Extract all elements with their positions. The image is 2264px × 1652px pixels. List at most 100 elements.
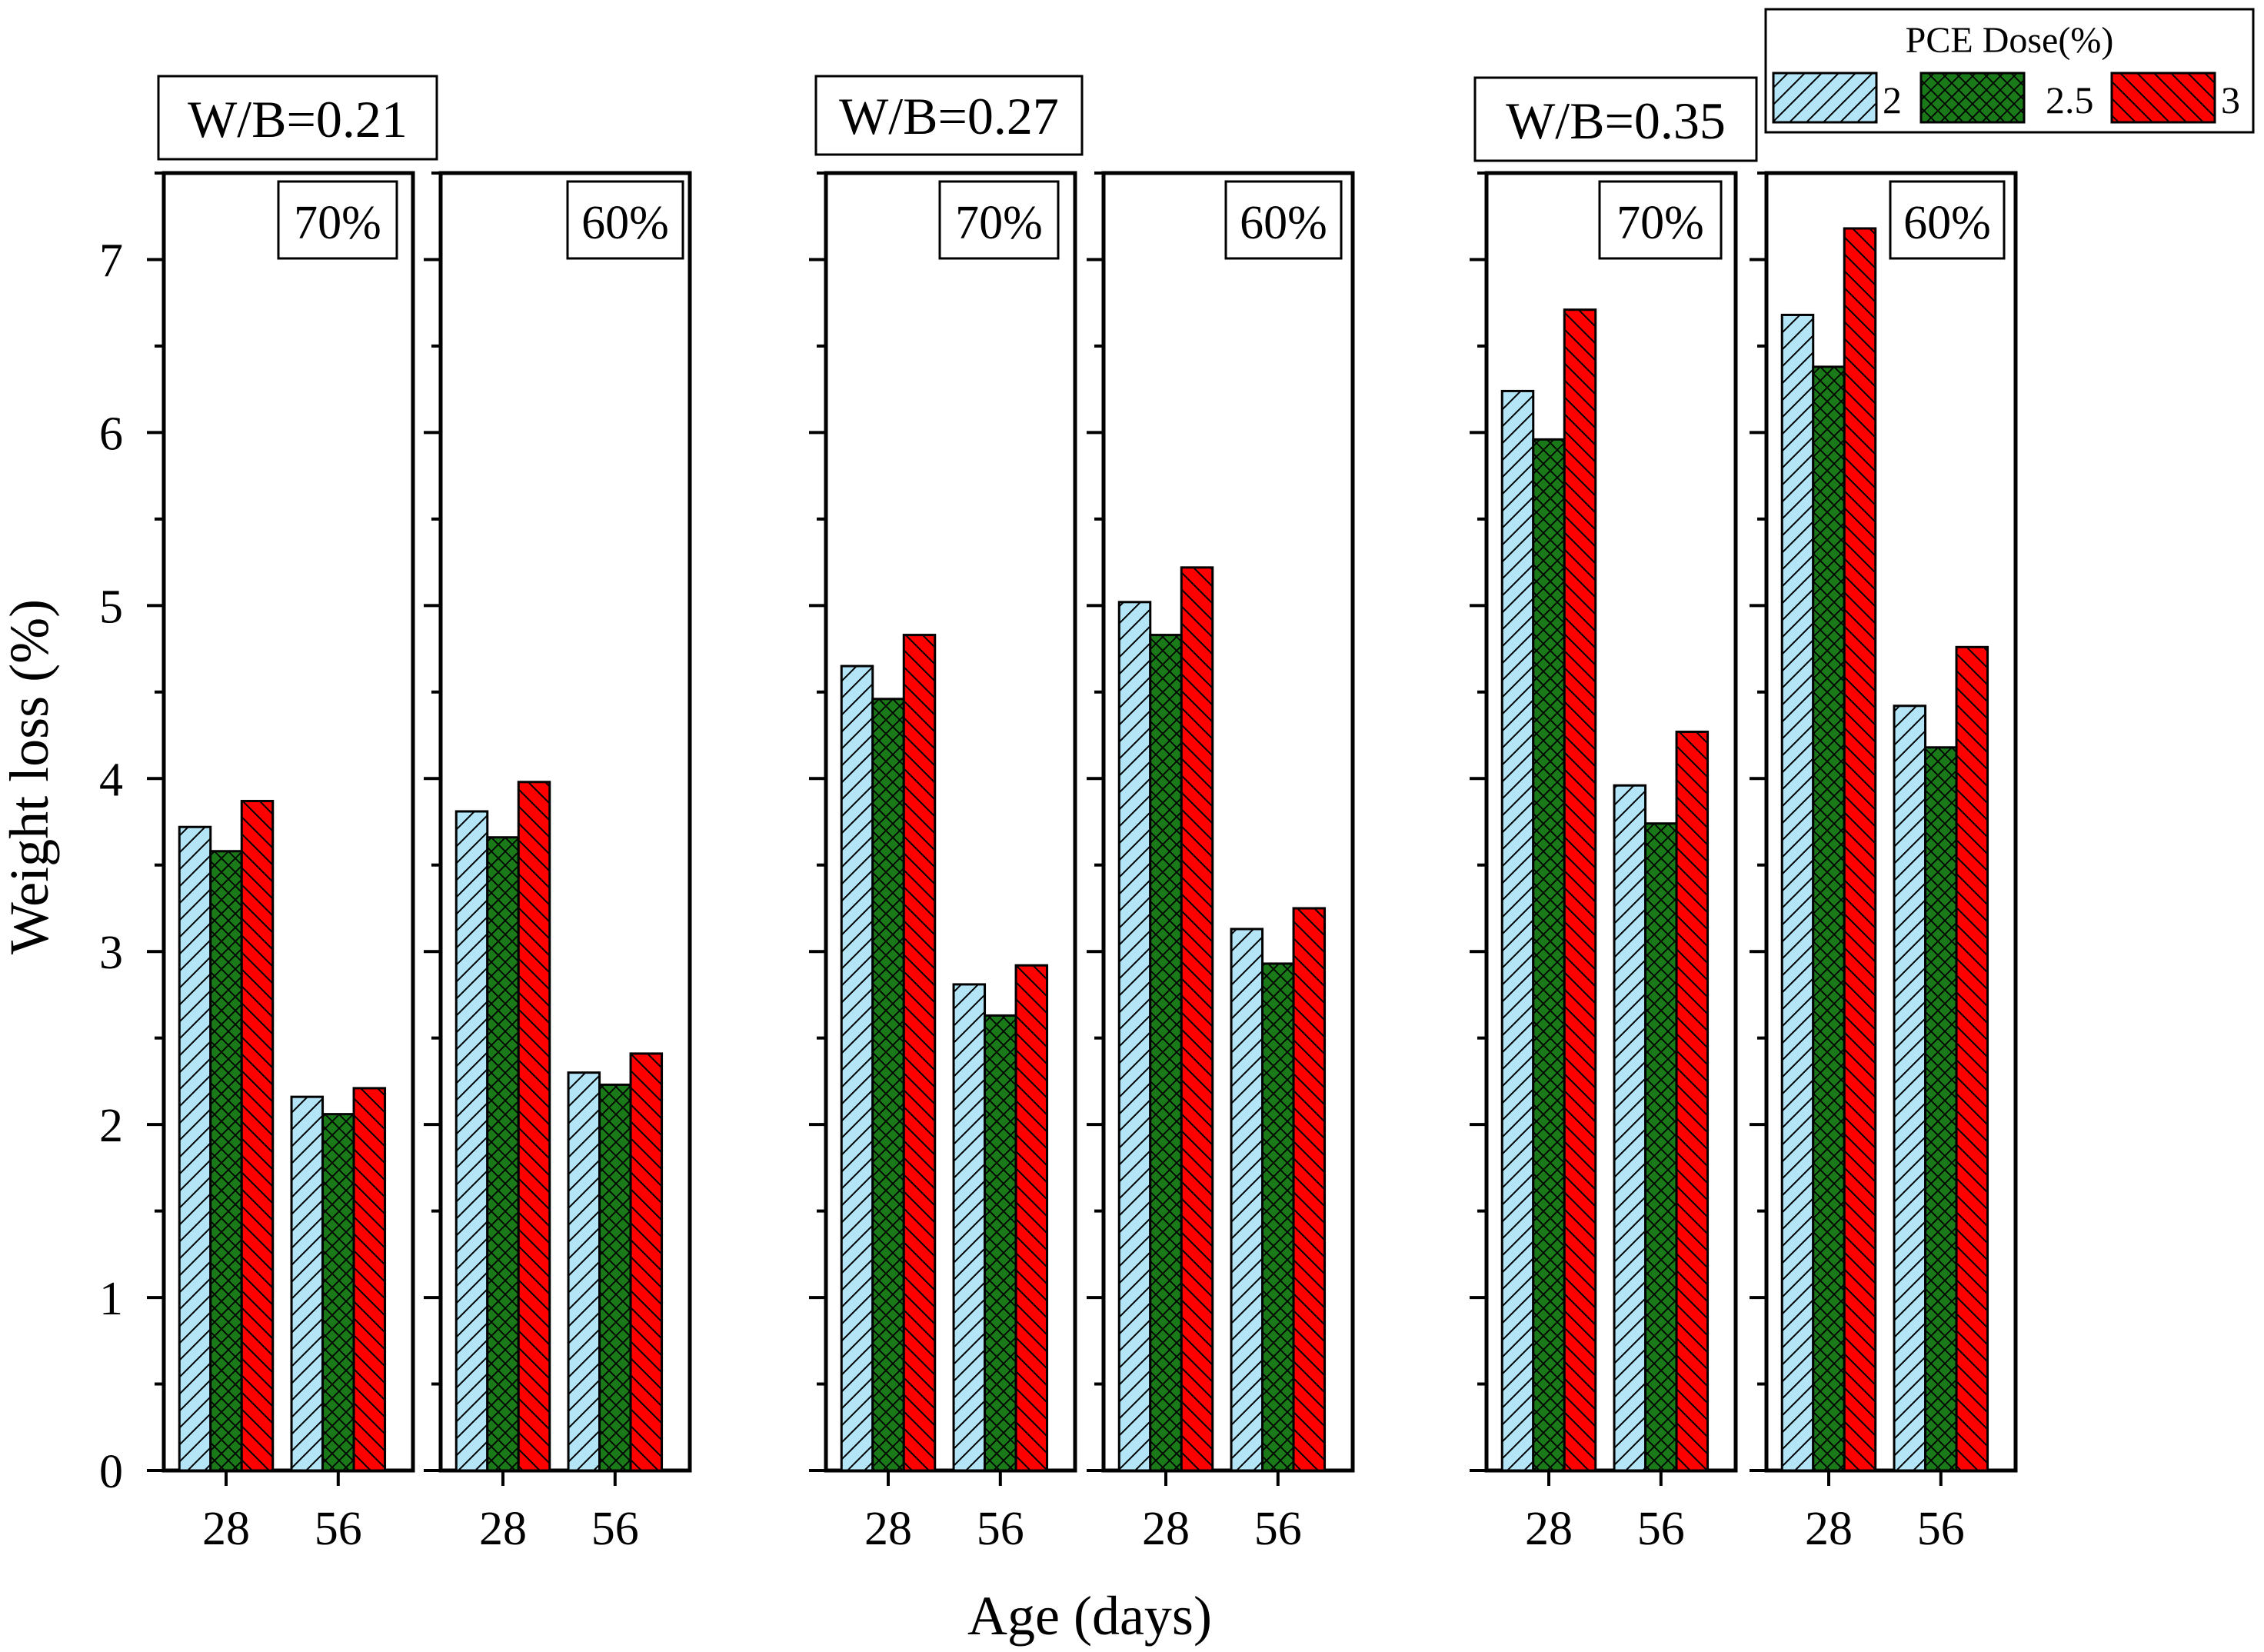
bar-28d-dose-2: [178, 825, 212, 1472]
bar-56d-dose-3: [1292, 907, 1327, 1472]
bar-28d-dose-2-5: [209, 850, 243, 1472]
panel-label: 60%: [1903, 197, 1991, 249]
bar-28d-dose-2: [840, 664, 874, 1472]
bar-28d-dose-2: [1500, 389, 1535, 1472]
bar-56d-dose-3: [1014, 964, 1049, 1472]
bar-28d-dose-2-5: [486, 836, 520, 1472]
y-tick-label: 6: [99, 408, 123, 460]
x-tick-label: 56: [1254, 1503, 1302, 1555]
bar-56d-dose-2-5: [1924, 746, 1958, 1472]
group-label-box: [814, 75, 1084, 156]
bar-28d-dose-2-5: [1812, 365, 1846, 1472]
bar-28d-dose-2: [454, 810, 489, 1472]
y-tick-label: 4: [99, 754, 123, 806]
panel-label: 70%: [1616, 197, 1704, 249]
bar-56d-dose-2-5: [1644, 822, 1678, 1472]
panel-label: 60%: [581, 197, 669, 249]
bar-56d-dose-2: [1893, 704, 1927, 1472]
group-label-text: W/B=0.21: [188, 90, 408, 148]
panel-label: 70%: [955, 197, 1043, 249]
x-tick-label: 28: [1142, 1503, 1190, 1555]
bar-56d-dose-2: [952, 983, 987, 1472]
bar-28d-dose-2-5: [1532, 438, 1566, 1472]
bar-56d-dose-2-5: [321, 1113, 355, 1472]
bar-28d-dose-3: [1563, 308, 1597, 1472]
bar-56d-dose-2-5: [598, 1083, 632, 1472]
x-tick-label: 56: [977, 1503, 1024, 1555]
panel-frame: [1484, 171, 1738, 1473]
panel-frame: [824, 171, 1077, 1473]
bar-28d-dose-2-5: [1149, 634, 1183, 1472]
bar-28d-dose-3: [902, 634, 937, 1472]
panel-label-box: [938, 180, 1060, 260]
bar-56d-dose-2: [567, 1071, 601, 1472]
panel-frame: [161, 171, 415, 1473]
panel-label: 60%: [1240, 197, 1327, 249]
panel-3-2: 60% 28 56: [1750, 171, 2018, 1555]
legend-swatch-2: [1772, 72, 1878, 124]
group-label-text: W/B=0.35: [1506, 92, 1726, 150]
bar-56d-dose-2: [1230, 928, 1264, 1472]
panel-2-2: 60% 28 56: [1087, 171, 1355, 1555]
bar-56d-dose-2-5: [1261, 962, 1295, 1472]
bar-28d-dose-3: [240, 800, 275, 1472]
x-tick-label: 28: [864, 1503, 912, 1555]
panel-3-1: 70% 28 56: [1470, 171, 1738, 1555]
panel-frame: [1764, 171, 2018, 1473]
group-label-text: W/B=0.27: [839, 87, 1059, 145]
legend-entry-2-5: 2.5: [2046, 78, 2094, 122]
panel-2-1: 70% 28 56: [809, 171, 1077, 1555]
bar-28d-dose-2: [1780, 313, 1815, 1472]
bar-28d-dose-2-5: [871, 698, 905, 1472]
legend-swatch-2-5: [1919, 72, 2026, 124]
group-label-wb-0-35: W/B=0.35: [1473, 76, 1758, 162]
bar-28d-dose-3: [1180, 566, 1214, 1472]
bar-56d-dose-3: [1675, 731, 1710, 1472]
y-tick-label: 5: [99, 581, 123, 633]
y-tick-label: 2: [99, 1100, 123, 1152]
bar-56d-dose-3: [629, 1052, 664, 1472]
panel-label-box: [1889, 180, 2006, 260]
x-tick-label: 56: [1637, 1503, 1685, 1555]
x-tick-label: 56: [591, 1503, 639, 1555]
panel-frame: [438, 171, 692, 1473]
panel-label: 70%: [294, 197, 381, 249]
group-label-box: [1473, 76, 1758, 162]
legend-entry-3: 3: [2221, 78, 2240, 122]
bar-56d-dose-2: [290, 1095, 325, 1472]
group-label-wb-0-27: W/B=0.27: [814, 75, 1084, 156]
panel-1-1: 70% 28 56: [147, 171, 415, 1555]
panel-1-2: 60% 28 56: [424, 171, 692, 1555]
x-tick-label: 28: [202, 1503, 250, 1555]
group-label-wb-0-21: W/B=0.21: [157, 75, 438, 161]
y-axis-label: Weight loss (%): [0, 599, 60, 954]
panel-label-box: [566, 180, 684, 260]
panel-label-box: [1224, 180, 1343, 260]
panel-label-box: [1598, 180, 1723, 260]
bar-28d-dose-2: [1117, 601, 1152, 1472]
bar-56d-dose-3: [1955, 645, 1989, 1472]
panel-frame: [1101, 171, 1355, 1473]
bar-56d-dose-2: [1613, 784, 1647, 1472]
x-tick-label: 56: [1917, 1503, 1965, 1555]
y-tick-label: 3: [99, 927, 123, 979]
y-tick-label: 7: [99, 235, 123, 287]
x-tick-label: 56: [315, 1503, 362, 1555]
y-tick-label: 0: [99, 1446, 123, 1498]
legend-entry-2: 2: [1883, 78, 1902, 122]
bar-56d-dose-3: [352, 1087, 387, 1472]
x-tick-label: 28: [1525, 1503, 1573, 1555]
panel-label-box: [277, 180, 398, 260]
bar-56d-dose-2-5: [984, 1014, 1017, 1472]
group-label-box: [157, 75, 438, 161]
y-tick-label: 1: [99, 1273, 123, 1325]
x-tick-label: 28: [1805, 1503, 1853, 1555]
x-tick-label: 28: [479, 1503, 527, 1555]
legend: PCE Dose(%) 2 2.5 3: [1764, 8, 2255, 134]
bar-28d-dose-3: [1843, 227, 1877, 1472]
legend-swatch-3: [2110, 72, 2216, 124]
x-axis-label: Age (days): [967, 1585, 1212, 1647]
legend-title: PCE Dose(%): [1906, 20, 2114, 61]
